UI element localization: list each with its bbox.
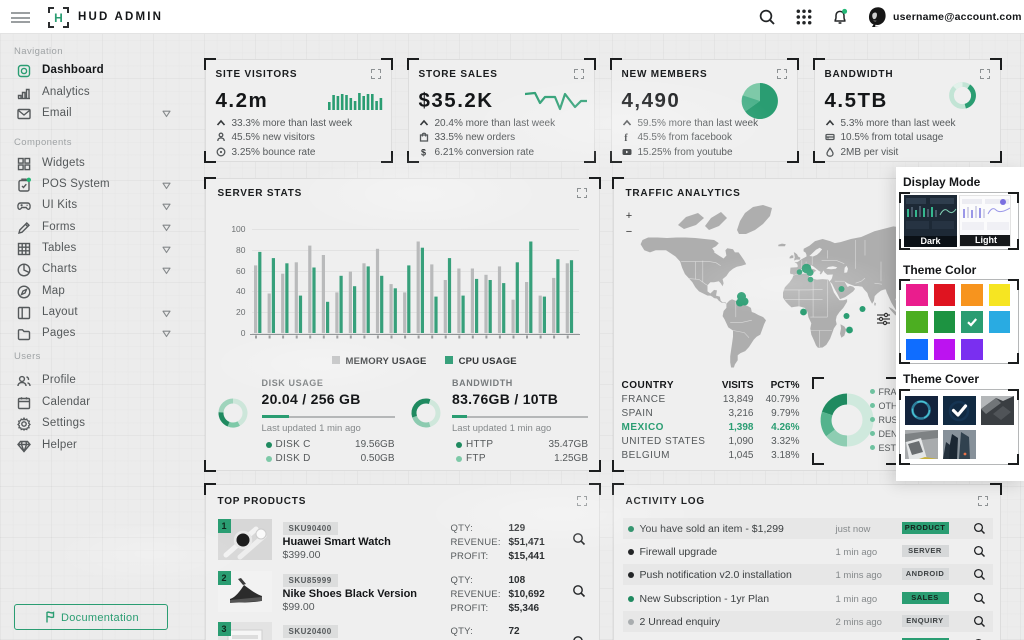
svg-text:$: $ bbox=[421, 147, 426, 157]
svg-text:f: f bbox=[624, 133, 628, 142]
